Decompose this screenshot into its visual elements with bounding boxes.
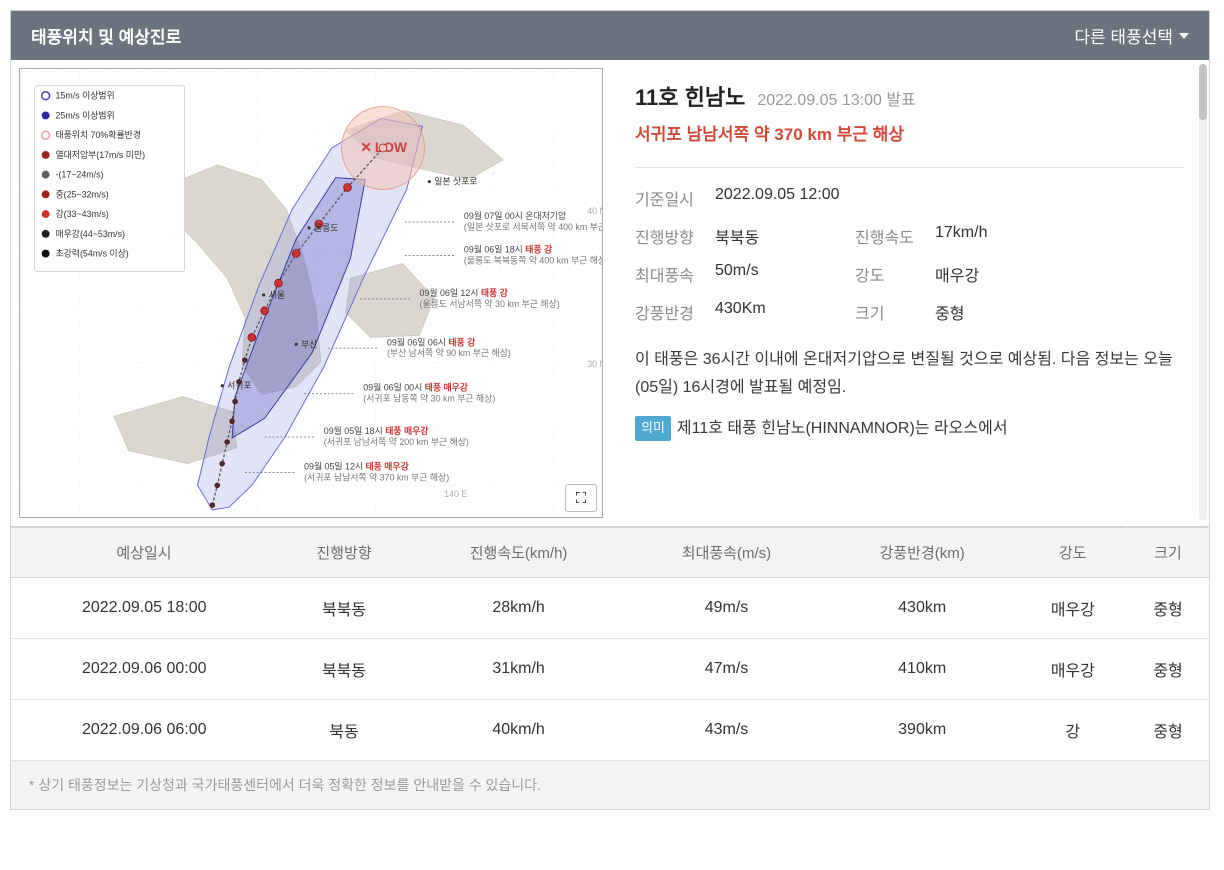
svg-text:(울릉도 북북동쪽 약 400 km 부근 해상): (울릉도 북북동쪽 약 400 km 부근 해상)	[464, 254, 603, 265]
divider	[635, 167, 1185, 168]
typhoon-track-map: ✕LOW 09월 07일 00시 온대저기압(일본 삿포로 서북서쪽 약 400…	[19, 68, 603, 518]
col-2: 진행속도(km/h)	[411, 528, 627, 578]
svg-text:09월 05일 18시 태풍 매우강: 09월 05일 18시 태풍 매우강	[324, 425, 429, 436]
svg-text:09월 06일 00시 태풍 매우강: 09월 06일 00시 태풍 매우강	[363, 382, 468, 393]
selector-label: 다른 태풍선택	[1074, 23, 1173, 48]
svg-text:40 N: 40 N	[587, 206, 603, 216]
val-maxwind: 50m/s	[715, 262, 855, 286]
description-text: 이 태풍은 36시간 이내에 온대저기압으로 변질될 것으로 예상됨. 다음 정…	[635, 346, 1185, 402]
typhoon-selector-dropdown[interactable]: 다른 태풍선택	[1074, 23, 1189, 48]
info-column: 11호 힌남노 2022.09.05 13:00 발표 서귀포 남남서쪽 약 3…	[611, 60, 1209, 526]
panel-title: 태풍위치 및 예상진로	[31, 23, 181, 48]
val-size: 중형	[935, 300, 1075, 324]
info-title-row: 11호 힌남노 2022.09.05 13:00 발표	[635, 80, 1185, 112]
svg-text:140 E: 140 E	[444, 489, 467, 499]
svg-text:열대저압부(17m/s 미만): 열대저압부(17m/s 미만)	[56, 149, 146, 160]
svg-text:부산: 부산	[301, 339, 317, 349]
label-size: 크기	[855, 300, 935, 324]
svg-text:강(33~43m/s): 강(33~43m/s)	[56, 209, 109, 219]
label-maxwind: 최대풍속	[635, 262, 715, 286]
col-6: 크기	[1128, 528, 1209, 578]
svg-text:서울: 서울	[269, 290, 285, 300]
typhoon-number-name: 11호 힌남노	[635, 80, 745, 112]
meaning-text: 제11호 태풍 힌남노(HINNAMNOR)는 라오스에서	[677, 420, 1008, 437]
svg-text:09월 06일 06시 태풍 강: 09월 06일 06시 태풍 강	[387, 336, 476, 347]
svg-text:15m/s 이상범위: 15m/s 이상범위	[56, 91, 115, 101]
svg-text:서귀포: 서귀포	[227, 381, 251, 391]
fact-grid: 기준일시 2022.09.05 12:00 진행방향 북북동 진행속도 17km…	[635, 186, 1185, 324]
val-speed: 17km/h	[935, 224, 1075, 248]
label-direction: 진행방향	[635, 224, 715, 248]
svg-text:(부산 남서쪽 약 90 km 부근 해상): (부산 남서쪽 약 90 km 부근 해상)	[387, 347, 511, 358]
chevron-down-icon	[1179, 33, 1189, 39]
col-0: 예상일시	[11, 528, 277, 578]
table-header-row: 예상일시진행방향진행속도(km/h)최대풍속(m/s)강풍반경(km)강도크기	[11, 528, 1209, 578]
val-direction: 북북동	[715, 224, 855, 248]
svg-text:09월 07일 00시 온대저기압: 09월 07일 00시 온대저기압	[464, 210, 566, 221]
current-location: 서귀포 남남서쪽 약 370 km 부근 해상	[635, 120, 1185, 145]
svg-text:초강력(54m/s 이상): 초강력(54m/s 이상)	[56, 248, 129, 259]
label-radius: 강풍반경	[635, 300, 715, 324]
val-ref-time: 2022.09.05 12:00	[715, 186, 1075, 210]
svg-text:일본 삿포로: 일본 삿포로	[434, 176, 477, 186]
svg-text:(울릉도 서남서쪽 약 30 km 부근 해상): (울릉도 서남서쪽 약 30 km 부근 해상)	[420, 298, 560, 309]
col-4: 강풍반경(km)	[826, 528, 1018, 578]
meaning-line: 의미 제11호 태풍 힌남노(HINNAMNOR)는 라오스에서	[635, 416, 1185, 442]
typhoon-panel: 태풍위치 및 예상진로 다른 태풍선택	[10, 10, 1210, 810]
track-map-container: ✕LOW 09월 07일 00시 온대저기압(일본 삿포로 서북서쪽 약 400…	[11, 60, 611, 526]
svg-text:(일본 삿포로 서북서쪽 약 400 km 부근 해상): (일본 삿포로 서북서쪽 약 400 km 부근 해상)	[464, 221, 603, 232]
scrollbar-thumb[interactable]	[1199, 64, 1207, 120]
svg-text:09월 06일 12시 태풍 강: 09월 06일 12시 태풍 강	[420, 287, 509, 298]
val-radius: 430Km	[715, 300, 855, 324]
svg-text:울릉도: 울릉도	[314, 223, 338, 233]
svg-text:(서귀포 남남서쪽 약 200 km 부근 해상): (서귀포 남남서쪽 약 200 km 부근 해상)	[324, 436, 469, 447]
label-intensity: 강도	[855, 262, 935, 286]
svg-text:태풍위치 70%확률반경: 태풍위치 70%확률반경	[56, 129, 141, 140]
col-3: 최대풍속(m/s)	[627, 528, 827, 578]
forecast-table: 예상일시진행방향진행속도(km/h)최대풍속(m/s)강풍반경(km)강도크기 …	[11, 527, 1209, 761]
upper-section: ✕LOW 09월 07일 00시 온대저기압(일본 삿포로 서북서쪽 약 400…	[11, 60, 1209, 527]
svg-text:매우강(44~53m/s): 매우강(44~53m/s)	[56, 229, 126, 239]
svg-text:30 N: 30 N	[587, 359, 603, 369]
svg-text:09월 05일 12시 태풍 매우강: 09월 05일 12시 태풍 매우강	[304, 461, 409, 472]
svg-text:중(25~32m/s): 중(25~32m/s)	[56, 189, 109, 199]
table-row: 2022.09.06 06:00북동40km/h43m/s390km강중형	[11, 700, 1209, 761]
table-row: 2022.09.05 18:00북북동28km/h49m/s430km매우강중형	[11, 578, 1209, 639]
svg-text:-(17~24m/s): -(17~24m/s)	[56, 170, 104, 180]
val-intensity: 매우강	[935, 262, 1075, 286]
issued-time: 2022.09.05 13:00 발표	[757, 86, 915, 110]
svg-text:09월 06일 18시 태풍 강: 09월 06일 18시 태풍 강	[464, 244, 553, 255]
panel-header: 태풍위치 및 예상진로 다른 태풍선택	[11, 11, 1209, 60]
info-scrollbar[interactable]	[1199, 64, 1207, 521]
meaning-badge: 의미	[635, 416, 671, 441]
label-ref-time: 기준일시	[635, 186, 715, 210]
footnote: * 상기 태풍정보는 기상청과 국가태풍센터에서 더욱 정확한 정보를 안내받을…	[11, 761, 1209, 809]
svg-text:(서귀포 남동쪽 약 30 km 부근 해상): (서귀포 남동쪽 약 30 km 부근 해상)	[363, 393, 495, 404]
col-5: 강도	[1018, 528, 1128, 578]
svg-text:25m/s 이상범위: 25m/s 이상범위	[56, 110, 115, 120]
label-speed: 진행속도	[855, 224, 935, 248]
expand-map-button[interactable]: ⛶	[565, 484, 597, 512]
col-1: 진행방향	[277, 528, 410, 578]
table-row: 2022.09.06 00:00북북동31km/h47m/s410km매우강중형	[11, 639, 1209, 700]
svg-text:(서귀포 남남서쪽 약 370 km 부근 해상): (서귀포 남남서쪽 약 370 km 부근 해상)	[304, 471, 449, 482]
